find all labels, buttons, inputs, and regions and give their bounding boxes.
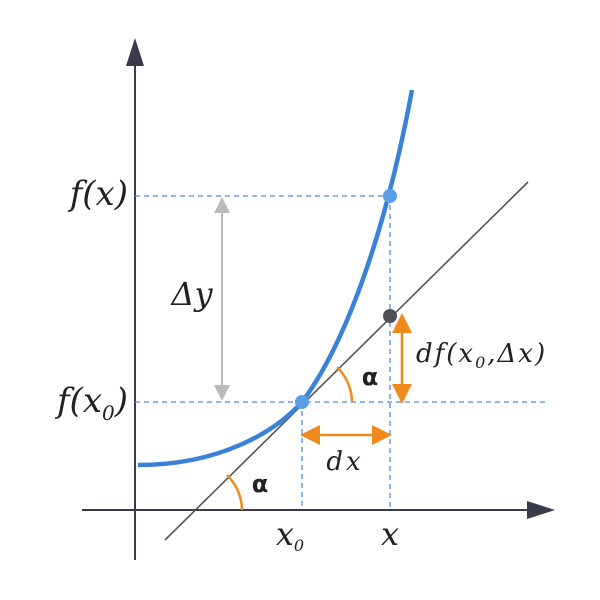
fx0-label: f(x0) xyxy=(54,381,128,425)
subscript: 0 xyxy=(294,536,304,555)
point xyxy=(383,189,397,203)
axes xyxy=(82,38,555,560)
point xyxy=(383,309,397,323)
angle-arc xyxy=(336,366,354,403)
alpha-label: α xyxy=(362,363,379,391)
fx-label: f(x) xyxy=(67,174,128,214)
text: ,Δx) xyxy=(487,339,547,369)
dx-label: dx xyxy=(326,447,363,477)
point xyxy=(295,395,309,409)
delta-y-label: Δy xyxy=(169,275,213,313)
text: ) xyxy=(114,381,128,421)
x-label: x xyxy=(381,515,399,553)
text: x xyxy=(276,515,294,553)
subscript: 0 xyxy=(102,401,115,425)
subscript: 0 xyxy=(475,353,487,372)
tangent-line xyxy=(164,181,529,541)
df-label: df(x0,Δx) xyxy=(416,339,547,372)
text: df(x xyxy=(416,339,475,369)
angle-arc xyxy=(226,474,244,511)
alpha-label: α xyxy=(252,470,269,498)
x0-label: x0 xyxy=(276,515,304,555)
guides xyxy=(135,195,545,510)
text: f(x xyxy=(54,381,102,421)
